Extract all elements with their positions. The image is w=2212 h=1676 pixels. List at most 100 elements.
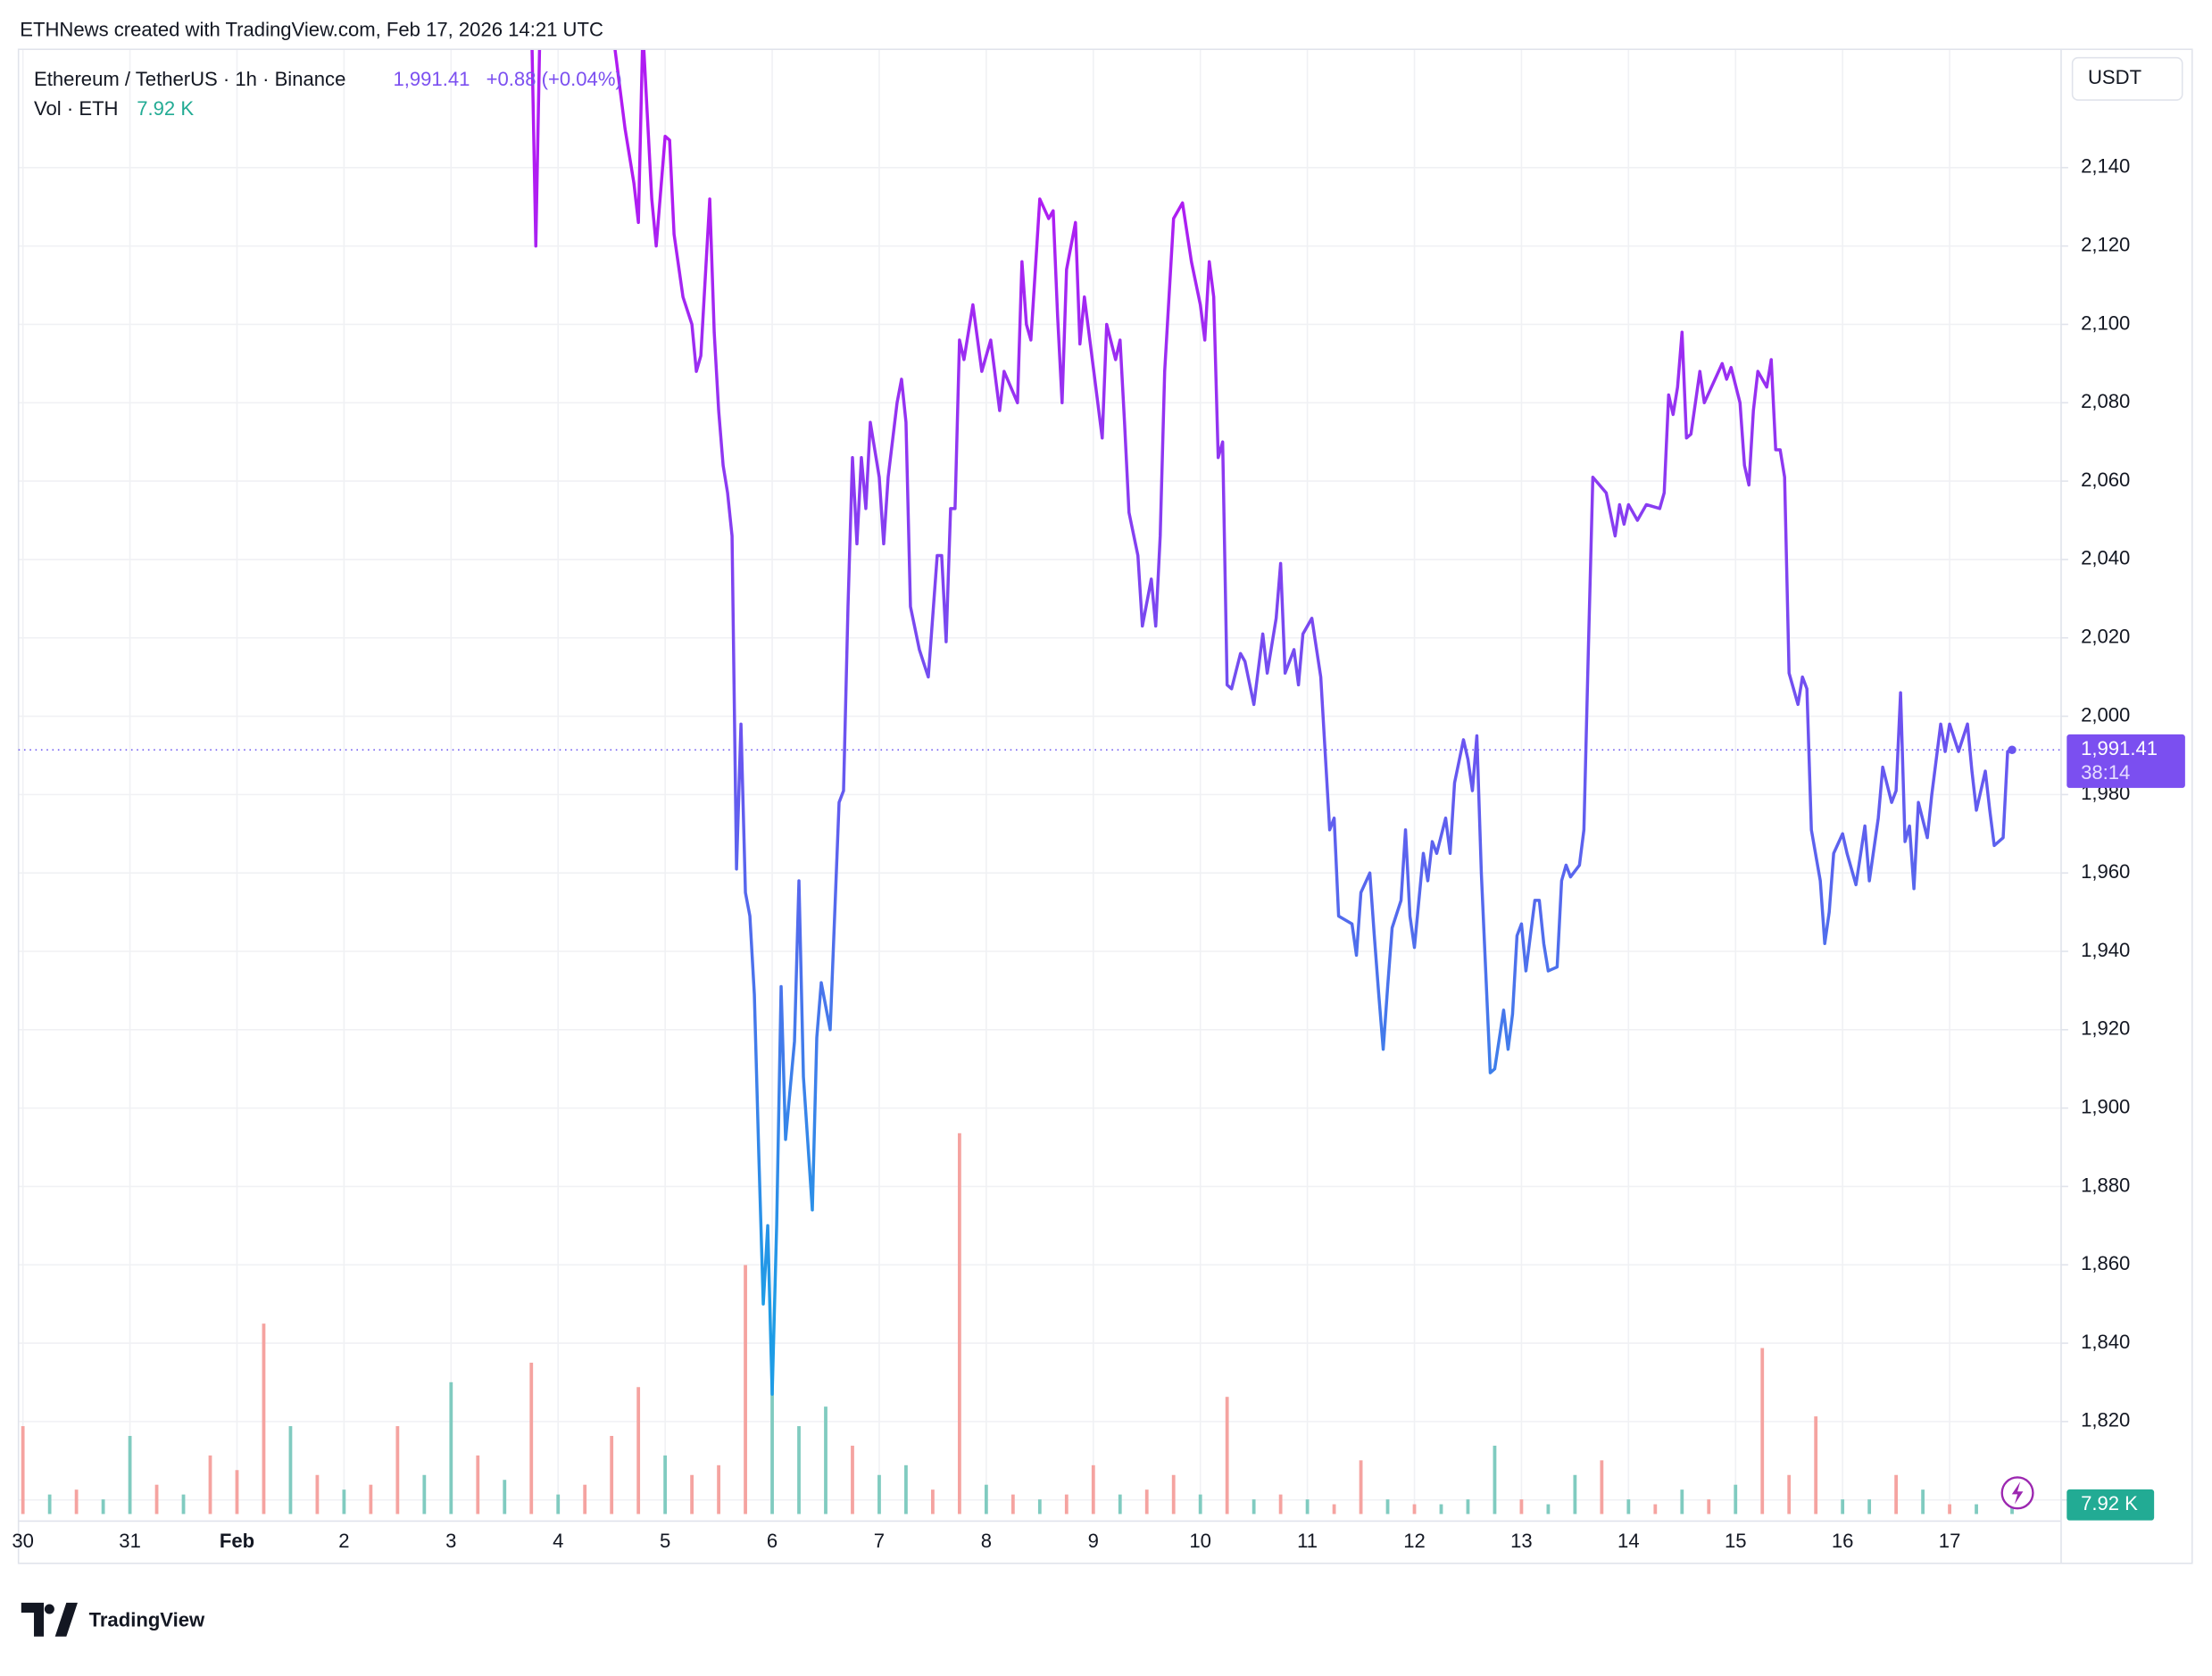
volume-bar [851,1445,854,1514]
currency-label[interactable]: USDT [2088,66,2141,88]
volume-bar [1948,1504,1951,1514]
y-tick-label: 1,960 [2081,860,2130,883]
volume-bar [503,1480,507,1514]
x-tick-label: 10 [1189,1530,1211,1552]
volume-legend-value: 7.92 K [137,97,194,120]
volume-bar [904,1464,908,1514]
volume-bar [1278,1494,1283,1514]
y-tick-label: 2,100 [2081,311,2130,334]
tradingview-logo[interactable]: TradingView [21,1602,205,1637]
y-tick-label: 1,820 [2081,1409,2130,1431]
price-line-layer [530,49,2013,1396]
y-tick-label: 2,000 [2081,703,2130,726]
volume-bar [744,1265,747,1514]
volume-bar [1734,1484,1738,1514]
volume-bar [1894,1474,1899,1514]
volume-bar [1975,1504,1978,1514]
x-tick-label: 9 [1088,1530,1099,1552]
volume-bar [154,1484,159,1514]
volume-bar [342,1489,346,1514]
y-tick-label: 2,060 [2081,469,2130,491]
volume-badge-label: 7.92 K [2081,1492,2138,1514]
volume-bar [1091,1464,1095,1514]
volume-bar [208,1455,212,1514]
y-tick-label: 1,860 [2081,1252,2130,1274]
volume-bar [583,1484,587,1514]
volume-bar [1144,1489,1149,1514]
volume-bar [2010,1506,2014,1514]
volume-bar [690,1474,694,1514]
x-tick-label: 4 [553,1530,563,1552]
volume-bar [770,1377,774,1514]
x-tick-label: 5 [660,1530,670,1552]
y-tick-label: 2,140 [2081,155,2130,178]
price-change: +0.88 (+0.04%) [486,68,622,90]
volume-bar [1760,1348,1765,1514]
volume-bar [1787,1474,1792,1514]
volume-bar [1546,1504,1551,1514]
volume-bar [1118,1494,1122,1514]
volume-bar [1867,1499,1872,1514]
last-price-legend: 1,991.41 [393,68,470,90]
y-tick-label: 1,840 [2081,1331,2130,1353]
volume-bar [1225,1397,1229,1514]
y-tick-label: 1,940 [2081,939,2130,961]
last-price-badge-label: 1,991.41 [2081,737,2158,759]
volume-bar [529,1362,534,1514]
volume-bar [877,1474,881,1514]
logo-mark[interactable] [21,1602,78,1637]
volume-bar [476,1455,480,1514]
volume-bar [128,1435,132,1514]
volume-bar [1841,1499,1845,1514]
volume-bar [101,1499,105,1514]
x-tick-label: 6 [767,1530,778,1552]
volume-bar [1171,1474,1176,1514]
volume-bars [21,1133,2014,1514]
last-price-badge [2066,734,2185,788]
volume-bar [717,1464,720,1514]
x-tick-label: 11 [1297,1530,1318,1552]
volume-bar [315,1474,320,1514]
y-tick-label: 1,880 [2081,1174,2130,1196]
volume-bar [663,1455,668,1514]
y-tick-label: 2,120 [2081,233,2130,255]
volume-bar [1252,1499,1256,1514]
x-tick-label: 12 [1403,1530,1426,1552]
volume-bar [422,1474,427,1514]
volume-bar [1332,1504,1336,1514]
x-tick-label: 30 [12,1530,34,1552]
logo-text[interactable]: TradingView [89,1608,205,1630]
volume-bar [1600,1460,1604,1514]
volume-bar [1466,1499,1470,1514]
volume-bar [931,1489,935,1514]
x-tick-label: 13 [1510,1530,1533,1552]
volume-bar [984,1484,988,1514]
volume-bar [235,1470,239,1514]
volume-bar [369,1484,373,1514]
volume-bar [1814,1416,1818,1514]
volume-bar [1037,1499,1042,1514]
volume-bar [47,1494,52,1514]
volume-bar [1305,1499,1310,1514]
x-tick-label: 15 [1725,1530,1747,1552]
x-tick-label: 7 [874,1530,885,1552]
x-tick-label: 16 [1832,1530,1854,1552]
volume-bar [1412,1504,1417,1514]
symbol-title: Ethereum / TetherUS · 1h · Binance [34,68,345,90]
volume-bar [610,1435,614,1514]
x-tick-label: 14 [1617,1530,1640,1552]
volume-bar [1921,1489,1925,1514]
volume-bar [1385,1499,1390,1514]
volume-badge [2066,1489,2155,1521]
replay-icon-bolt[interactable] [2011,1481,2024,1505]
volume-bar [1680,1489,1684,1514]
y-tick-label: 2,040 [2081,547,2130,569]
y-tick-label: 1,920 [2081,1017,2130,1040]
currency-button[interactable] [2071,56,2183,101]
x-tick-label: Feb [220,1530,254,1552]
volume-bar [1439,1504,1443,1514]
chart-frame [17,48,2193,1564]
volume-bar [797,1426,801,1514]
x-tick-label: 31 [119,1530,141,1552]
